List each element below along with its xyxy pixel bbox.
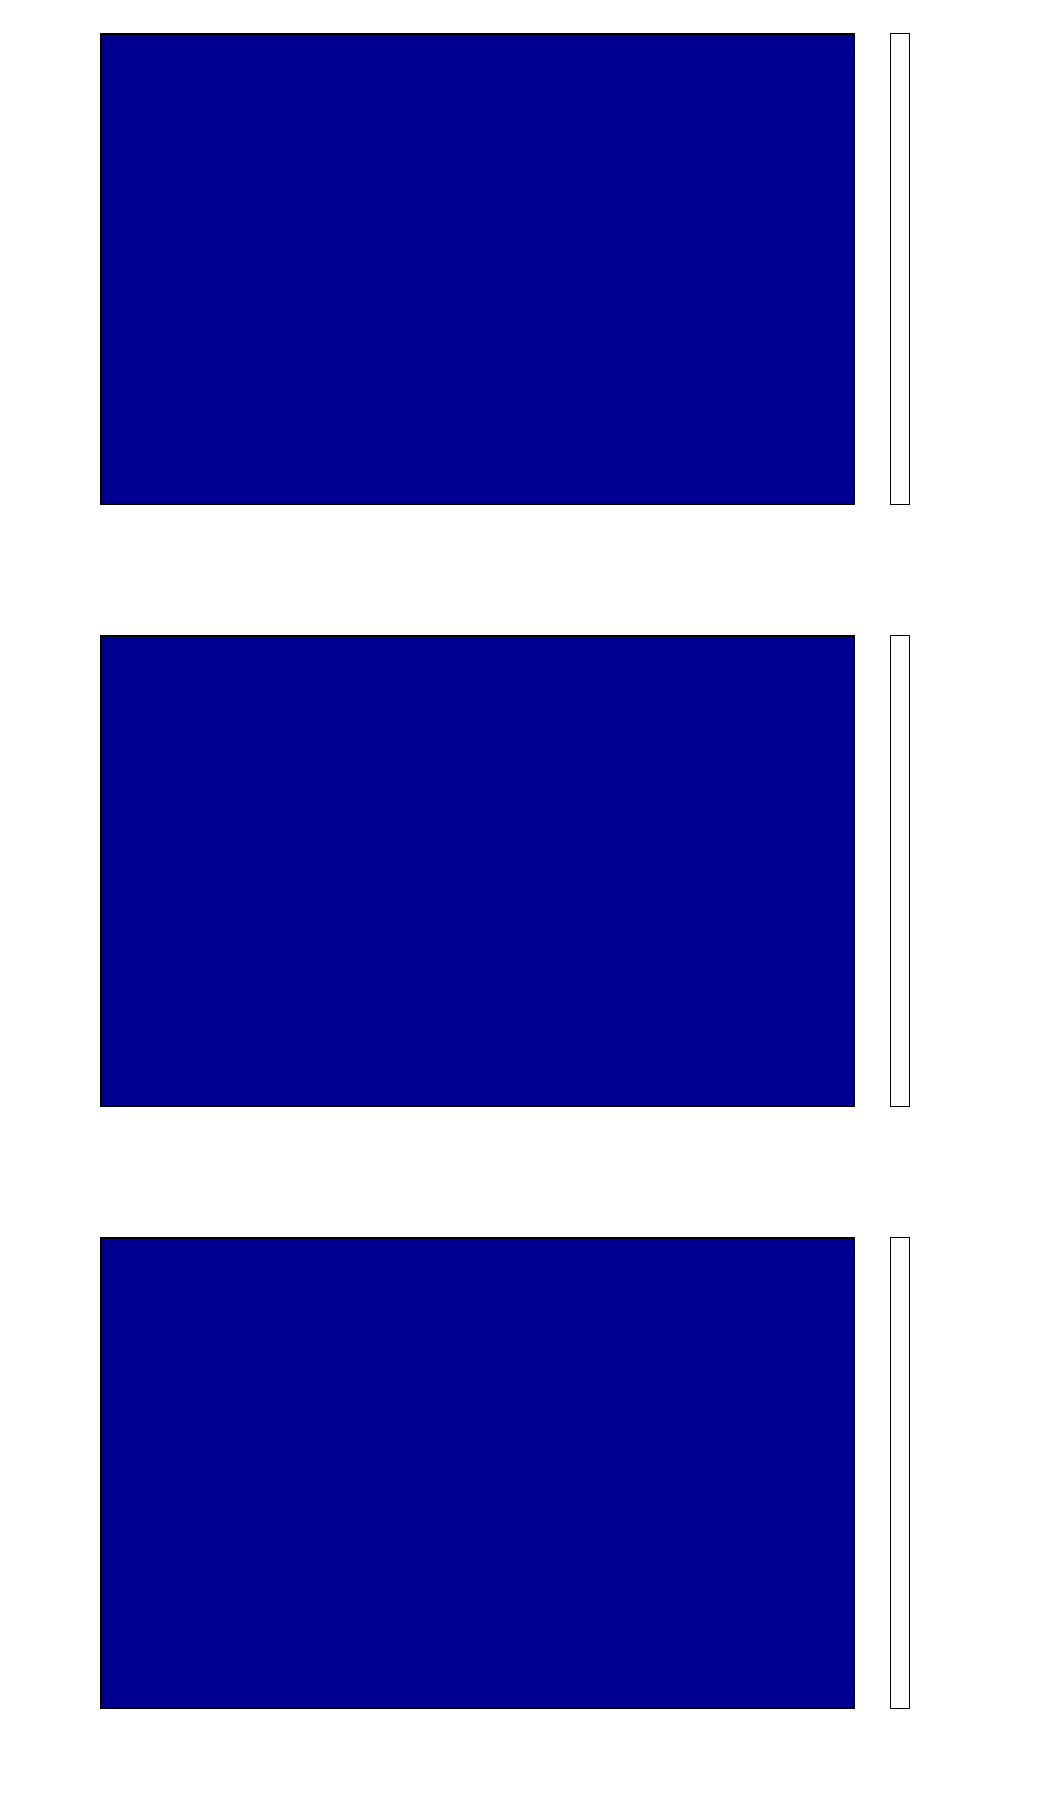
spectrogram-canvas — [102, 637, 853, 1105]
plot-area — [100, 33, 855, 505]
colorbar — [890, 635, 910, 1107]
colorbar-gradient — [891, 1238, 908, 1707]
spectrogram-panel-hhz — [0, 1204, 1052, 1806]
spectrogram-canvas — [102, 1239, 853, 1707]
colorbar-gradient — [891, 34, 908, 503]
plot-area — [100, 1237, 855, 1709]
colorbar-gradient — [891, 636, 908, 1105]
spectrogram-canvas — [102, 35, 853, 503]
plot-area — [100, 635, 855, 1107]
colorbar — [890, 1237, 910, 1709]
spectrogram-panel-hhe — [0, 0, 1052, 602]
spectrogram-panel-hhn — [0, 602, 1052, 1204]
colorbar — [890, 33, 910, 505]
